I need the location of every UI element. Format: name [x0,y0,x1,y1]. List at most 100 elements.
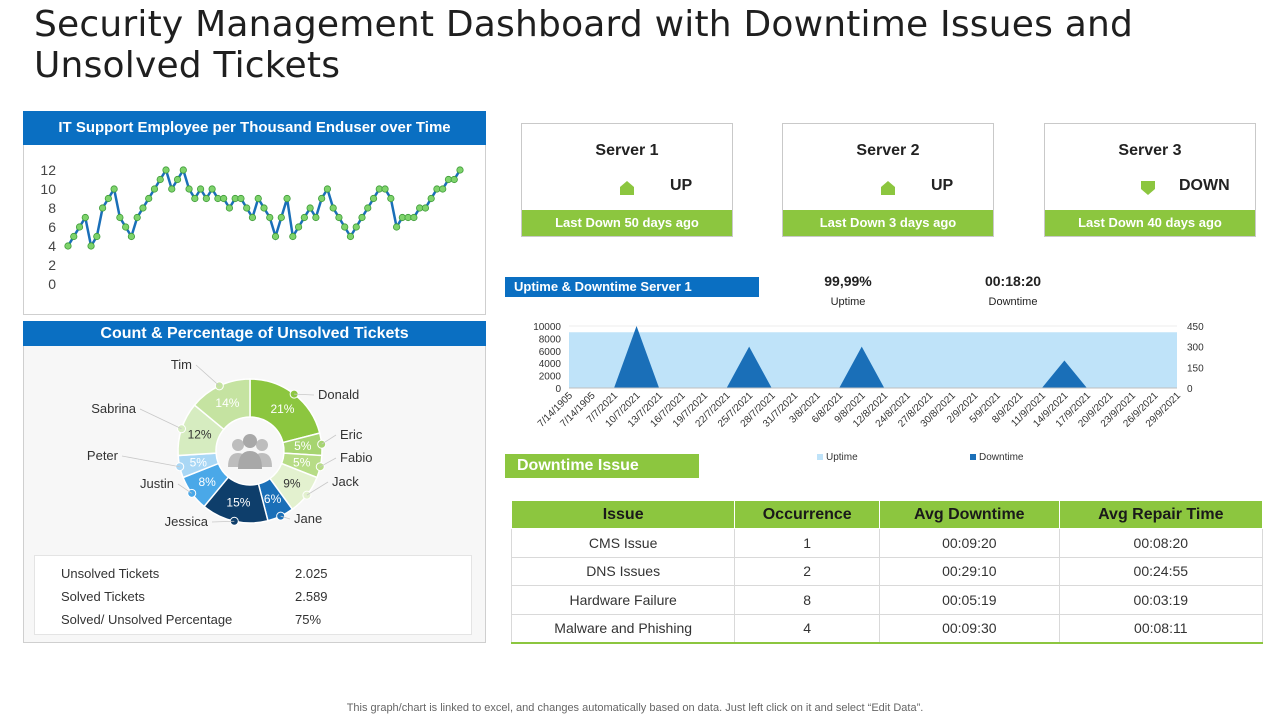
slice-name-label: Jack [332,474,359,489]
data-point [168,185,176,193]
y-tick-label: 0 [48,276,56,292]
down-arrow-icon [1141,181,1155,195]
y-left-tick-label: 2000 [539,372,562,383]
data-point [358,213,366,222]
data-point [352,223,360,231]
data-point [289,232,297,241]
tickets-header: Count & Percentage of Unsolved Tickets [23,321,486,346]
it-support-header: IT Support Employee per Thousand Enduser… [23,111,486,145]
data-point [133,213,141,222]
table-cell: 2 [734,556,881,586]
column-header[interactable]: Issue [510,500,736,529]
y-right-tick-label: 150 [1187,363,1204,374]
data-point [127,232,136,241]
data-point [306,204,314,212]
tickets-donut-chart[interactable]: 21% Donald 5% Eric 5% Fabio 9% Jack 6% Jane 15% Jes… [24,347,484,547]
data-point [335,213,343,222]
data-point [294,223,303,231]
table-cell: 00:08:20 [1058,528,1264,558]
slice-marker [187,488,197,498]
leader-line [211,520,235,523]
slice-percent-label: 14% [215,396,239,410]
table-row[interactable]: DNS Issues 2 00:29:10 00:24:55 [510,556,1264,586]
server-name: Server 1 [595,142,659,159]
server-name: Server 2 [856,142,920,159]
data-point [145,194,153,203]
y-tick-label: 10 [40,181,56,197]
downtime-value: 00:18:20 [984,273,1042,289]
column-header[interactable]: Avg Repair Time [1058,500,1264,529]
legend-swatch-uptime [817,454,823,460]
donut-slice [193,378,251,431]
data-point [243,204,251,212]
table-header-row: Issue Occurrence Avg Downtime Avg Repair… [510,500,1264,529]
table-cell: Malware and Phishing [510,613,736,644]
page-title: Security Management Dashboard with Downt… [34,4,1134,86]
data-point [225,204,234,212]
slice-name-label: Justin [140,476,174,491]
data-point [381,185,389,193]
data-point [179,166,187,174]
y-tick-label: 2 [48,257,56,273]
downtime-issue-table: Issue Occurrence Avg Downtime Avg Repair… [510,500,1264,644]
table-cell: DNS Issues [510,556,736,586]
data-point [70,232,78,241]
person-body [238,451,262,469]
leader-line [306,481,329,496]
stat-label: Unsolved Tickets [61,566,160,581]
column-header[interactable]: Avg Downtime [879,500,1060,529]
ticket-stats-box: Unsolved Tickets 2.025 Solved Tickets 2.… [34,555,472,635]
y-left-tick-label: 0 [555,384,561,395]
data-point [162,166,170,174]
table-row[interactable]: Hardware Failure 8 00:05:19 00:03:19 [510,585,1264,615]
leader-line [121,455,180,468]
data-point [104,194,112,203]
it-support-line-chart[interactable]: 0 2 4 6 8 10 12 [24,146,484,312]
data-point [185,185,193,193]
slice-name-label: Tim [171,357,192,372]
table-cell: 8 [734,585,881,615]
data-point [427,194,435,203]
table-cell: CMS Issue [510,528,736,558]
table-row[interactable]: Malware and Phishing 4 00:09:30 00:08:11 [510,613,1264,644]
data-point [300,213,308,222]
leader-line [321,434,337,445]
data-point [75,223,84,231]
leader-line [177,483,192,494]
table-cell: 00:09:30 [879,613,1060,644]
column-header[interactable]: Occurrence [734,500,881,529]
server-card-2[interactable]: Server 2 UP Last Down 3 days ago [782,123,994,237]
uptime-downtime-header: Uptime & Downtime Server 1 [505,277,759,297]
data-point [173,175,182,184]
table-cell: 00:29:10 [879,556,1060,586]
table-cell: 00:09:20 [879,528,1060,558]
data-point [364,204,372,212]
data-point [421,204,430,212]
server-last-down: Last Down 40 days ago [1045,210,1255,236]
server-card-1[interactable]: Server 1 UP Last Down 50 days ago [521,123,733,237]
server-status: DOWN [1179,177,1230,194]
server-name: Server 3 [1118,142,1182,159]
slice-percent-label: 6% [264,492,282,506]
y-right-tick-label: 450 [1187,322,1204,333]
uptime-label: Uptime [830,296,866,308]
data-point [237,194,245,203]
leader-line [139,408,182,430]
person-head [232,439,244,451]
leader-line [280,515,291,520]
server-status: UP [670,177,693,194]
y-left-tick-label: 10000 [533,322,561,333]
slice-percent-label: 5% [293,456,311,470]
uptime-downtime-area-chart[interactable]: 020004000600080001000001503004507/14/190… [505,318,1215,470]
slice-percent-label: 5% [190,456,208,470]
data-point [318,194,326,203]
y-right-tick-label: 300 [1187,343,1204,354]
table-row[interactable]: CMS Issue 1 00:09:20 00:08:20 [510,528,1264,558]
table-cell: 00:03:19 [1058,585,1264,615]
table-cell: Hardware Failure [510,585,736,615]
server-card-3[interactable]: Server 3 DOWN Last Down 40 days ago [1044,123,1256,237]
data-point [248,213,257,222]
data-point [369,194,378,203]
table-cell: 00:24:55 [1058,556,1264,586]
slice-name-label: Donald [318,387,359,402]
